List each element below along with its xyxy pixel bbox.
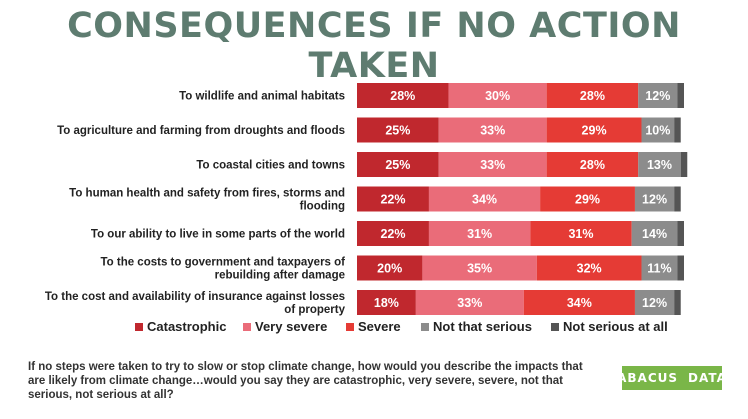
category-label: To agriculture and farming from droughts… xyxy=(57,125,345,137)
legend-swatch xyxy=(551,323,559,331)
stacked-bar-chart: To wildlife and animal habitats 28% 30% 28%… xyxy=(45,83,688,334)
bar-segment xyxy=(677,221,684,246)
bar-segment xyxy=(428,221,531,246)
data-label: 12% xyxy=(645,89,670,103)
bar-segment xyxy=(438,117,547,143)
bar-segment xyxy=(448,83,547,108)
bar-segment xyxy=(641,117,675,143)
bar-segment xyxy=(523,290,635,315)
bar-segment xyxy=(674,186,681,212)
bar-segment xyxy=(677,83,684,108)
category-label: rebuilding after damage xyxy=(215,270,345,282)
bar-segment xyxy=(540,186,635,212)
bar-segment xyxy=(357,152,439,177)
bar-segment xyxy=(357,221,429,246)
legend-swatch xyxy=(421,323,429,331)
bar-segment xyxy=(546,152,639,177)
legend-label: Catastrophic xyxy=(147,319,226,334)
data-label: 29% xyxy=(582,124,607,138)
data-label: 34% xyxy=(472,193,497,207)
data-label: 29% xyxy=(575,193,600,207)
bar-segment xyxy=(415,290,524,315)
legend-label: Very severe xyxy=(255,319,327,334)
data-label: 12% xyxy=(642,296,667,310)
data-label: 30% xyxy=(485,89,510,103)
data-label: 10% xyxy=(645,124,670,138)
data-label: 28% xyxy=(580,158,605,172)
bar-segment xyxy=(634,186,675,212)
bar-segment xyxy=(638,152,681,177)
data-label: 31% xyxy=(467,227,492,241)
data-label: 11% xyxy=(647,262,671,276)
bar-segment xyxy=(674,290,681,315)
category-label: To human health and safety from fires, s… xyxy=(69,188,345,200)
bar-segment xyxy=(631,221,678,246)
data-label: 32% xyxy=(577,262,602,276)
legend-swatch xyxy=(243,323,251,331)
logo-text-left: ABACUS xyxy=(617,371,679,385)
bar-segment xyxy=(357,290,416,315)
data-label: 22% xyxy=(380,193,405,207)
legend-label: Not that serious xyxy=(433,319,532,334)
category-label: To coastal cities and towns xyxy=(196,160,345,172)
legend-swatch xyxy=(135,323,143,331)
data-label: 31% xyxy=(568,227,593,241)
data-label: 13% xyxy=(647,158,672,172)
bar-segment xyxy=(357,255,423,281)
bar-segment xyxy=(438,152,547,177)
data-label: 35% xyxy=(467,262,492,276)
legend-label: Not serious at all xyxy=(563,319,668,334)
bar-segment xyxy=(428,186,541,212)
data-label: 28% xyxy=(390,89,415,103)
bar-segment xyxy=(546,117,642,143)
data-label: 28% xyxy=(580,89,605,103)
category-label: To our ability to live in some parts of … xyxy=(91,229,345,241)
data-label: 22% xyxy=(380,227,405,241)
bar-segment xyxy=(357,117,439,143)
bar-segment xyxy=(634,290,675,315)
bar-segment xyxy=(680,152,688,177)
data-label: 14% xyxy=(642,227,667,241)
legend-swatch xyxy=(346,323,354,331)
data-label: 25% xyxy=(385,158,410,172)
bar-segment xyxy=(357,83,449,108)
data-label: 25% xyxy=(385,124,410,138)
bar-segment xyxy=(530,221,632,246)
data-label: 34% xyxy=(567,296,592,310)
bar-segment xyxy=(536,255,642,281)
page-title: CONSEQUENCES IF NO ACTION TAKEN xyxy=(67,6,681,86)
bar-segment xyxy=(422,255,537,281)
bar-segment xyxy=(638,83,678,108)
legend-label: Severe xyxy=(358,319,401,334)
data-label: 18% xyxy=(374,296,399,310)
category-label: To the cost and availability of insuranc… xyxy=(45,291,345,303)
category-label: flooding xyxy=(300,201,345,213)
category-label: of property xyxy=(284,304,345,316)
category-label: To wildlife and animal habitats xyxy=(179,91,345,103)
bar-segment xyxy=(674,117,681,143)
bar-segment xyxy=(546,83,639,108)
survey-question: If no steps were taken to try to slow or… xyxy=(28,361,583,401)
logo-text-right: DATA xyxy=(688,371,727,385)
data-label: 12% xyxy=(642,193,667,207)
data-label: 33% xyxy=(457,296,482,310)
category-label: To the costs to government and taxpayers… xyxy=(100,257,345,269)
bar-segment xyxy=(357,186,429,212)
data-label: 33% xyxy=(480,124,505,138)
bar-segment xyxy=(641,255,678,281)
data-label: 20% xyxy=(377,262,402,276)
data-label: 33% xyxy=(480,158,505,172)
abacus-data-logo: ABACUS DATA xyxy=(617,366,726,390)
bar-segment xyxy=(677,255,684,281)
